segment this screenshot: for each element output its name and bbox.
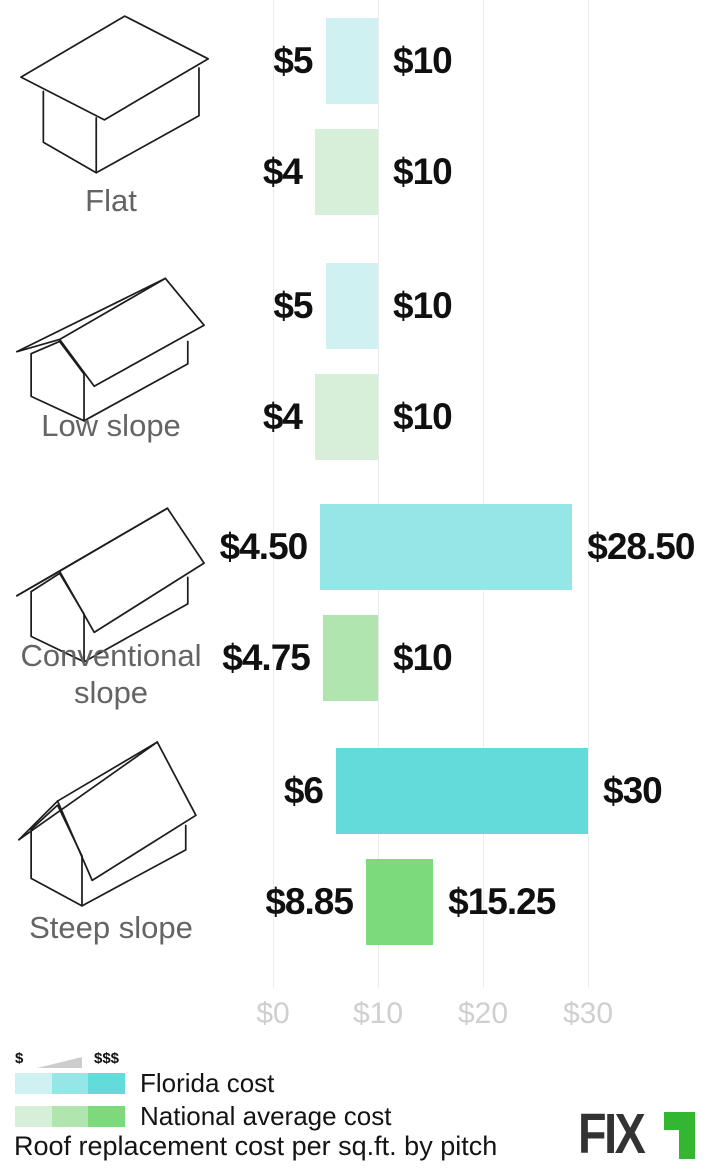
gridline — [588, 0, 589, 988]
fixr-logo-text: FIX — [578, 1102, 646, 1166]
bar-max-label: $10 — [393, 40, 453, 81]
national-legend-label: National average cost — [140, 1101, 392, 1131]
bar-min-label: $5 — [273, 285, 313, 326]
gridline — [483, 0, 484, 988]
chart-title: Roof replacement cost per sq.ft. by pitc… — [14, 1131, 498, 1161]
price-scale-wedge-icon — [37, 1057, 82, 1068]
bar-min-label: $4.50 — [219, 526, 309, 567]
national-legend-swatches — [15, 1106, 126, 1127]
flat-roof-icon — [12, 10, 212, 188]
national-bar — [315, 129, 378, 215]
bar-min-label: $6 — [283, 770, 324, 811]
legend-swatch — [88, 1106, 126, 1127]
bar-max-label: $28.50 — [587, 526, 695, 567]
bar-min-label: $5 — [273, 40, 313, 81]
gridline — [273, 0, 274, 988]
price-scale-min-label: $ — [15, 1050, 24, 1067]
bar-min-label: $4.75 — [222, 637, 311, 678]
legend-swatch — [51, 1073, 89, 1094]
x-tick-label: $20 — [457, 997, 509, 1030]
national-bar — [322, 615, 378, 701]
low-slope-roof-icon — [12, 254, 212, 432]
bar-max-label: $10 — [393, 151, 453, 192]
x-tick-label: $10 — [352, 997, 404, 1030]
conventional-slope-roof-icon — [12, 494, 212, 672]
national-bar — [365, 859, 434, 945]
pitch-label-low-slope: Low slope — [41, 408, 181, 443]
legend-swatch — [51, 1106, 89, 1127]
x-tick-label: $30 — [562, 997, 614, 1030]
national-bar — [315, 374, 378, 460]
florida-bar — [336, 748, 588, 834]
legend-swatch — [15, 1073, 52, 1094]
bar-min-label: $8.85 — [265, 881, 354, 922]
bar-min-label: $4 — [262, 396, 303, 437]
legend-swatch — [15, 1106, 52, 1127]
gridline — [378, 0, 379, 988]
x-tick-label: $0 — [256, 997, 290, 1030]
florida-bar — [320, 504, 573, 590]
florida-legend-label: Florida cost — [140, 1068, 275, 1098]
bar-min-label: $4 — [262, 151, 303, 192]
pitch-label-flat: Flat — [85, 183, 137, 218]
florida-bar — [325, 18, 378, 104]
price-scale-max-label: $$$ — [94, 1050, 120, 1067]
bar-max-label: $15.25 — [448, 881, 556, 922]
fixr-logo-r-icon — [664, 1112, 695, 1159]
florida-bar — [325, 263, 378, 349]
bar-max-label: $10 — [393, 637, 453, 678]
bar-max-label: $30 — [603, 770, 663, 811]
florida-legend-swatches — [15, 1073, 126, 1094]
legend-swatch — [88, 1073, 126, 1094]
bar-max-label: $10 — [393, 285, 453, 326]
steep-slope-roof-icon — [12, 738, 212, 916]
fixr-logo: FIX — [578, 1102, 695, 1166]
pitch-label-steep-slope: Steep slope — [29, 910, 193, 945]
pitch-label-conventional-slope: Conventional slope — [20, 638, 202, 710]
bar-max-label: $10 — [393, 396, 453, 437]
